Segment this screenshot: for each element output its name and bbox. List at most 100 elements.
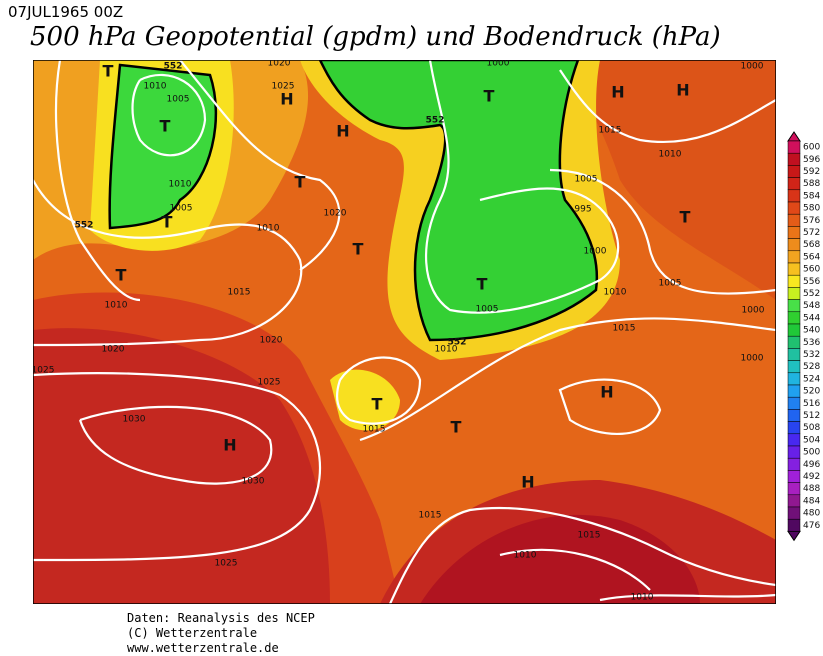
date: 07JUL1965 00Z bbox=[8, 3, 123, 21]
low-label: T bbox=[116, 266, 127, 285]
isobar-label: 1000 bbox=[487, 59, 510, 69]
colorbar-label: 492 bbox=[803, 472, 820, 482]
colorbar-swatch bbox=[787, 262, 801, 276]
colorbar-swatch bbox=[787, 506, 801, 520]
colorbar-label: 500 bbox=[803, 448, 820, 458]
colorbar-swatch bbox=[787, 372, 801, 386]
colorbar-swatch bbox=[787, 396, 801, 410]
colorbar-swatch bbox=[787, 165, 801, 178]
colorbar-swatch bbox=[787, 360, 801, 374]
colorbar-swatch bbox=[787, 348, 801, 361]
contour-label: 552 bbox=[164, 62, 183, 72]
colorbar-swatch bbox=[787, 201, 801, 215]
isobar-label: 1005 bbox=[167, 95, 190, 105]
isobar-label: 1000 bbox=[741, 354, 764, 364]
contour-label: 552 bbox=[75, 221, 94, 231]
isobar-label: 1015 bbox=[599, 126, 622, 136]
colorbar-swatch bbox=[787, 409, 801, 422]
isobar-label: 1025 bbox=[215, 559, 238, 569]
low-label: T bbox=[162, 213, 173, 232]
isobar-label: 1010 bbox=[144, 82, 167, 92]
isobar-label: 1015 bbox=[578, 531, 601, 541]
colorbar-label: 532 bbox=[803, 350, 820, 360]
colorbar-swatch bbox=[787, 140, 801, 154]
colorbar-swatch bbox=[787, 274, 801, 288]
colorbar-swatch bbox=[787, 177, 801, 191]
colorbar-label: 564 bbox=[803, 252, 820, 262]
colorbar-label: 560 bbox=[803, 265, 820, 275]
colorbar-swatch bbox=[787, 299, 801, 313]
isobar-label: 1010 bbox=[604, 288, 627, 298]
footer-line: (C) Wetterzentrale bbox=[127, 626, 257, 640]
colorbar-label: 592 bbox=[803, 167, 820, 177]
isobar-label: 995 bbox=[574, 205, 591, 215]
colorbar-label: 496 bbox=[803, 460, 820, 470]
colorbar-label: 508 bbox=[803, 423, 820, 433]
isobar-label: 1010 bbox=[435, 345, 458, 355]
isobar-label: 1020 bbox=[268, 59, 291, 69]
title: 500 hPa Geopotential (gpdm) und Bodendru… bbox=[30, 22, 721, 52]
isobar-label: 1025 bbox=[272, 82, 295, 92]
colorbar-label: 536 bbox=[803, 338, 820, 348]
colorbar-label: 576 bbox=[803, 216, 820, 226]
colorbar-swatch bbox=[787, 238, 801, 252]
colorbar-swatch bbox=[787, 311, 801, 325]
colorbar-label: 580 bbox=[803, 204, 820, 214]
isobar-label: 1005 bbox=[170, 204, 193, 214]
colorbar-label: 588 bbox=[803, 179, 820, 189]
colorbar-swatch bbox=[787, 226, 801, 239]
isobar-label: 1005 bbox=[476, 305, 499, 315]
contour-label: 552 bbox=[426, 116, 445, 126]
isobar-label: 1000 bbox=[584, 247, 607, 257]
colorbar-label: 596 bbox=[803, 155, 820, 165]
low-label: T bbox=[353, 240, 364, 259]
isobar-label: 1000 bbox=[742, 306, 765, 316]
colorbar-swatch bbox=[787, 152, 801, 166]
isobar-label: 1015 bbox=[363, 425, 386, 435]
high-label: H bbox=[676, 81, 689, 100]
colorbar-label: 568 bbox=[803, 240, 820, 250]
isobar-label: 1010 bbox=[257, 224, 280, 234]
isobar-label: 1030 bbox=[242, 477, 265, 487]
colorbar-label: 476 bbox=[803, 521, 820, 531]
isobar-label: 1020 bbox=[324, 209, 347, 219]
map: HHH HHHHTTTTTTTTTTT1010100510101005102010… bbox=[33, 59, 776, 604]
footer-line: www.wetterzentrale.de bbox=[127, 641, 279, 655]
isobar-label: 1020 bbox=[102, 345, 125, 355]
isobar-label: 1010 bbox=[169, 180, 192, 190]
low-label: T bbox=[680, 208, 691, 227]
colorbar-label: 524 bbox=[803, 374, 820, 384]
high-label: H bbox=[611, 83, 624, 102]
colorbar-label: 540 bbox=[803, 326, 820, 336]
colorbar-label: 584 bbox=[803, 191, 820, 201]
colorbar-swatch bbox=[787, 494, 801, 508]
colorbar-label: 552 bbox=[803, 289, 820, 299]
isobar-label: 1010 bbox=[105, 301, 128, 311]
colorbar-swatch bbox=[787, 433, 801, 447]
colorbar-label: 480 bbox=[803, 509, 820, 519]
footer-line: Daten: Reanalysis des NCEP bbox=[127, 611, 315, 625]
isobar-label: 1030 bbox=[123, 415, 146, 425]
isobar-label: 1010 bbox=[659, 150, 682, 160]
colorbar-label: 516 bbox=[803, 399, 820, 409]
low-label: T bbox=[295, 173, 306, 192]
colorbar-swatch bbox=[787, 323, 801, 337]
colorbar-swatch bbox=[787, 189, 801, 203]
colorbar-label: 556 bbox=[803, 277, 820, 287]
isobar-label: 1005 bbox=[659, 279, 682, 289]
colorbar-label: 548 bbox=[803, 301, 820, 311]
colorbar-swatch bbox=[787, 335, 801, 349]
colorbar-label: 504 bbox=[803, 435, 820, 445]
isobar-label: 1025 bbox=[258, 378, 281, 388]
colorbar-swatch bbox=[787, 470, 801, 483]
colorbar-swatch bbox=[787, 421, 801, 435]
high-label: H bbox=[223, 436, 236, 455]
colorbar-label: 572 bbox=[803, 228, 820, 238]
colorbar-label: 528 bbox=[803, 362, 820, 372]
colorbar-swatch bbox=[787, 445, 801, 459]
isobar-label: 1010 bbox=[631, 593, 654, 603]
colorbar-swatch bbox=[787, 482, 801, 496]
colorbar-label: 484 bbox=[803, 496, 820, 506]
isobar-label: 1000 bbox=[741, 62, 764, 72]
